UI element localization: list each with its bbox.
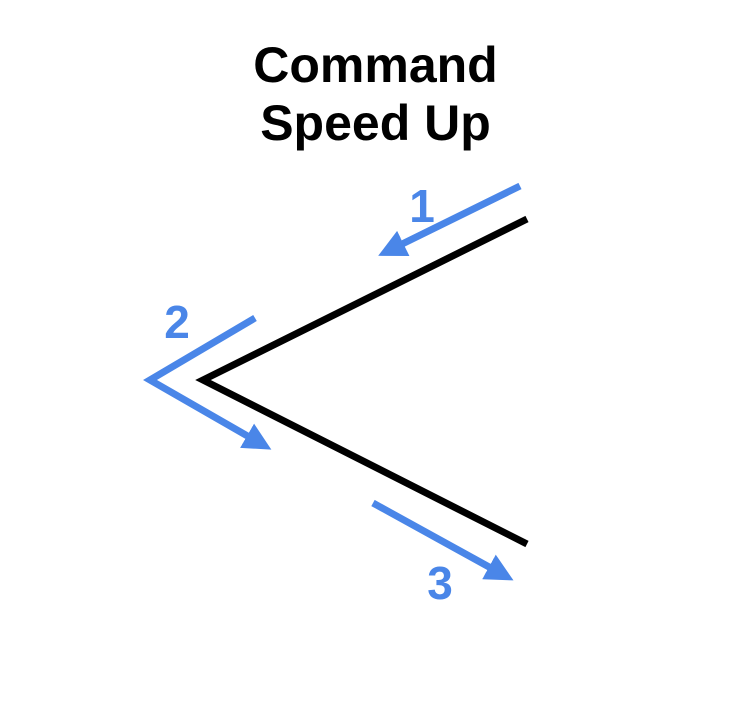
- chevron-stroke: [195, 215, 529, 548]
- step-label-1: 1: [409, 180, 435, 232]
- arrow-3-icon: [371, 499, 514, 581]
- title-line-1: Command: [253, 37, 498, 93]
- step-label-3: 3: [427, 557, 453, 609]
- arrow-1-icon: [378, 182, 522, 256]
- arrow-2-icon: [143, 314, 272, 450]
- step-label-2: 2: [164, 296, 190, 348]
- title-line-2: Speed Up: [260, 95, 491, 151]
- diagram-title: Command Speed Up: [0, 36, 751, 152]
